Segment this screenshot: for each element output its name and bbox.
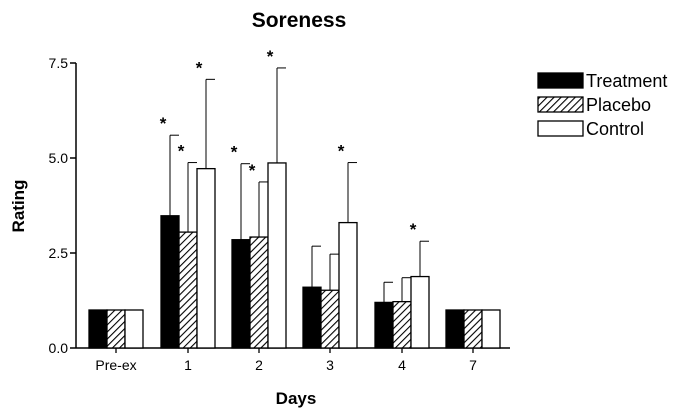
bar-placebo-3 [320, 289, 340, 349]
bar-control-1 [196, 167, 216, 349]
significance-star: * [338, 142, 345, 161]
x-tick-label: 2 [255, 357, 263, 373]
legend-swatch-control [537, 120, 584, 137]
significance-star: * [196, 58, 203, 77]
bar-control-4 [410, 275, 430, 349]
legend: Treatment Placebo Control [537, 71, 667, 139]
bar-control-2 [267, 162, 287, 349]
significance-star: * [160, 114, 167, 133]
y-tick-label: 2.5 [49, 245, 69, 261]
bar-treatment-1 [160, 215, 180, 349]
x-tick-label: 7 [469, 357, 477, 373]
bar-placebo-1 [178, 231, 198, 349]
bar-treatment-Pre-ex [88, 309, 108, 349]
x-tick-label: 3 [326, 357, 334, 373]
significance-star: * [267, 47, 274, 66]
significance-star: * [178, 142, 185, 161]
significance-star: * [410, 220, 417, 239]
y-tick-label: 7.5 [49, 55, 69, 71]
significance-star: * [231, 143, 238, 162]
legend-swatch-treatment [537, 72, 584, 89]
plot-area: 0.0 2.5 5.0 7.5 * * * * * * * * Pre-ex 1 2 3 4 7 [49, 47, 510, 373]
bar-placebo-Pre-ex [106, 309, 126, 349]
significance-star: * [249, 161, 256, 180]
bar-treatment-4 [374, 301, 394, 349]
x-tick-label: Pre-ex [95, 357, 136, 373]
legend-label-treatment: Treatment [586, 71, 667, 91]
y-tick-label: 0.0 [49, 340, 69, 356]
y-axis-label: Rating [9, 180, 28, 233]
legend-label-placebo: Placebo [586, 95, 651, 115]
chart-title: Soreness [252, 9, 347, 32]
x-tick-label: 1 [184, 357, 192, 373]
bar-control-Pre-ex [124, 309, 144, 349]
bar-treatment-7 [445, 309, 465, 349]
y-tick-label: 5.0 [49, 150, 69, 166]
bar-control-3 [338, 221, 358, 349]
bar-treatment-3 [302, 286, 322, 349]
bar-placebo-4 [392, 300, 412, 349]
legend-swatch-placebo [537, 96, 584, 113]
legend-label-control: Control [586, 119, 644, 139]
bar-treatment-2 [231, 239, 251, 349]
bar-control-7 [481, 309, 501, 349]
x-tick-label: 4 [398, 357, 406, 373]
bar-placebo-7 [463, 309, 483, 349]
bar-placebo-2 [249, 236, 269, 349]
x-axis-label: Days [276, 389, 317, 408]
